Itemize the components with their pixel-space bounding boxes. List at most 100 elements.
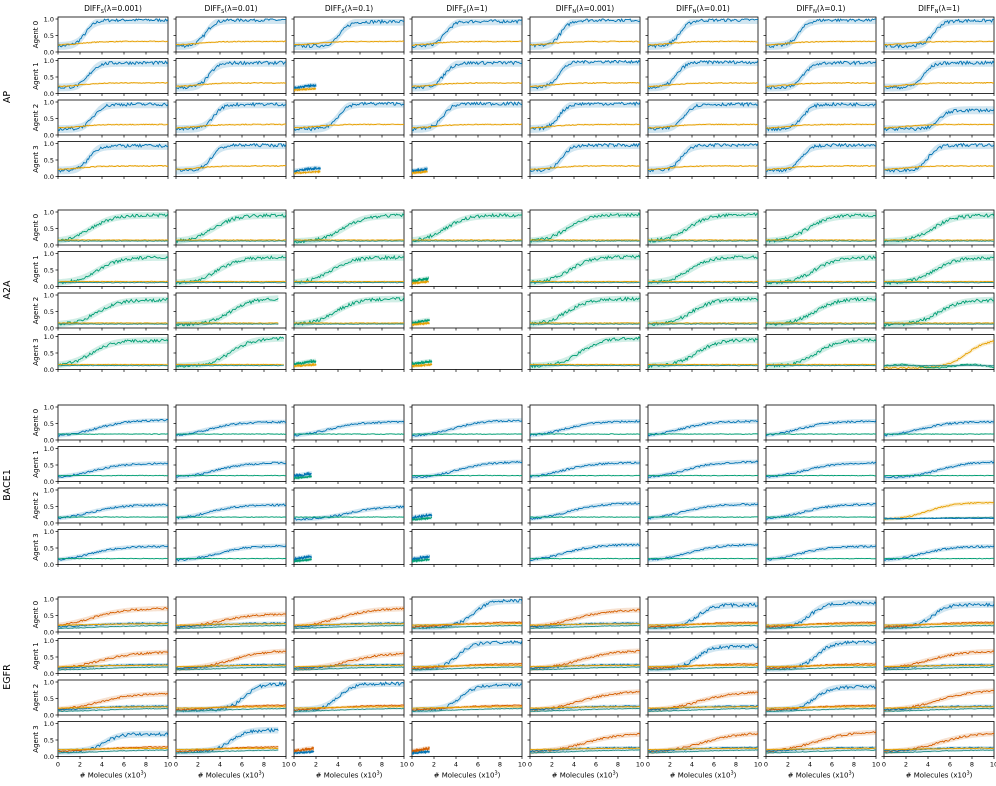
series-line: [766, 323, 876, 325]
series-line: [530, 123, 640, 129]
confidence-band: [884, 123, 994, 129]
plot-frame: [765, 16, 877, 53]
subplot: [175, 209, 287, 246]
series-line: [884, 256, 994, 286]
subplot: [293, 446, 405, 482]
x-tick-label: 10: [282, 761, 290, 769]
series-line: [58, 732, 168, 754]
y-tick-label: 0.5: [44, 503, 54, 511]
subplot: [765, 141, 877, 177]
x-axis-label: # Molecules (x103): [434, 771, 501, 780]
series-line: [530, 707, 640, 712]
x-tick-label: 8: [498, 761, 502, 769]
confidence-band: [766, 419, 876, 438]
series-line: [766, 621, 876, 628]
series-line: [412, 664, 522, 668]
column-title: DIFFS(λ=0.1): [325, 4, 373, 15]
series-line: [176, 82, 286, 88]
series-line: [884, 433, 994, 435]
subplot: [411, 292, 523, 329]
series-line: [766, 662, 876, 670]
series-line: [648, 557, 758, 560]
subplot: [57, 334, 169, 370]
confidence-band: [176, 648, 286, 672]
x-tick-label: 10: [872, 761, 880, 769]
series-line: [530, 212, 640, 243]
series-line: [176, 747, 279, 751]
series-line: [530, 543, 640, 562]
confidence-band: [766, 502, 876, 521]
subplot: [57, 679, 169, 716]
confidence-band: [412, 102, 522, 133]
x-tick-label: 6: [476, 761, 480, 769]
subplot: [175, 679, 287, 716]
subplot: [411, 721, 523, 757]
confidence-band: [58, 254, 168, 286]
y-tick-label: 1.0: [44, 720, 54, 728]
series-line: [58, 338, 168, 367]
series-line: [294, 358, 317, 367]
series-line: [530, 706, 640, 709]
subplot: [529, 721, 641, 757]
y-tick-label: 0.0: [44, 173, 54, 181]
agent-label: Agent 2: [32, 492, 40, 519]
confidence-band: [176, 682, 286, 714]
series-line: [412, 82, 522, 88]
series-line: [530, 254, 640, 285]
subplot: [293, 16, 405, 53]
confidence-band: [530, 82, 640, 88]
series-line: [884, 664, 994, 668]
subplot: [293, 58, 405, 94]
confidence-band: [294, 254, 404, 286]
subplot: [175, 99, 287, 136]
x-tick-label: 4: [690, 761, 694, 769]
subplot: [647, 16, 759, 53]
plot-frame: [883, 292, 995, 329]
series-line: [412, 362, 433, 368]
x-tick-label: 4: [336, 761, 340, 769]
series-line: [176, 749, 279, 754]
series-line: [412, 60, 522, 90]
series-line: [530, 461, 640, 478]
confidence-band: [884, 500, 994, 522]
column-title: DIFFN(λ=1): [918, 4, 960, 15]
y-tick-label: 1.0: [44, 140, 54, 148]
confidence-band: [294, 212, 404, 245]
y-tick-label: 0.5: [44, 653, 54, 661]
subplot: [411, 487, 523, 524]
series-line: [530, 281, 640, 284]
subplot: [765, 446, 877, 482]
subplot: [647, 446, 759, 482]
series-line: [766, 747, 876, 751]
series-line: [884, 322, 994, 324]
y-tick-label: 0.0: [44, 628, 54, 636]
confidence-band: [884, 544, 994, 563]
confidence-band: [884, 601, 994, 631]
series-line: [412, 623, 522, 626]
confidence-band: [412, 599, 522, 631]
series-line: [766, 707, 876, 713]
y-tick-label: 0.0: [44, 90, 54, 98]
series-line: [412, 516, 433, 522]
series-line: [530, 624, 640, 629]
subplot: [765, 209, 877, 246]
confidence-band: [766, 599, 876, 631]
series-line: [294, 40, 404, 46]
confidence-band: [176, 543, 286, 563]
plot-frame: [411, 16, 523, 53]
confidence-band: [766, 123, 876, 129]
y-tick-label: 0.5: [44, 266, 54, 274]
series-line: [176, 623, 286, 626]
series-line: [648, 323, 758, 325]
series-line: [176, 142, 286, 172]
series-line: [294, 254, 404, 284]
confidence-band: [530, 19, 640, 50]
confidence-band: [58, 605, 168, 628]
series-line: [412, 240, 522, 242]
x-tick-label: 0: [646, 761, 650, 769]
series-line: [176, 420, 286, 437]
plot-frame: [293, 446, 405, 482]
y-tick-label: 1.0: [44, 98, 54, 106]
x-tick-label: 0: [56, 761, 60, 769]
confidence-band: [530, 40, 640, 46]
